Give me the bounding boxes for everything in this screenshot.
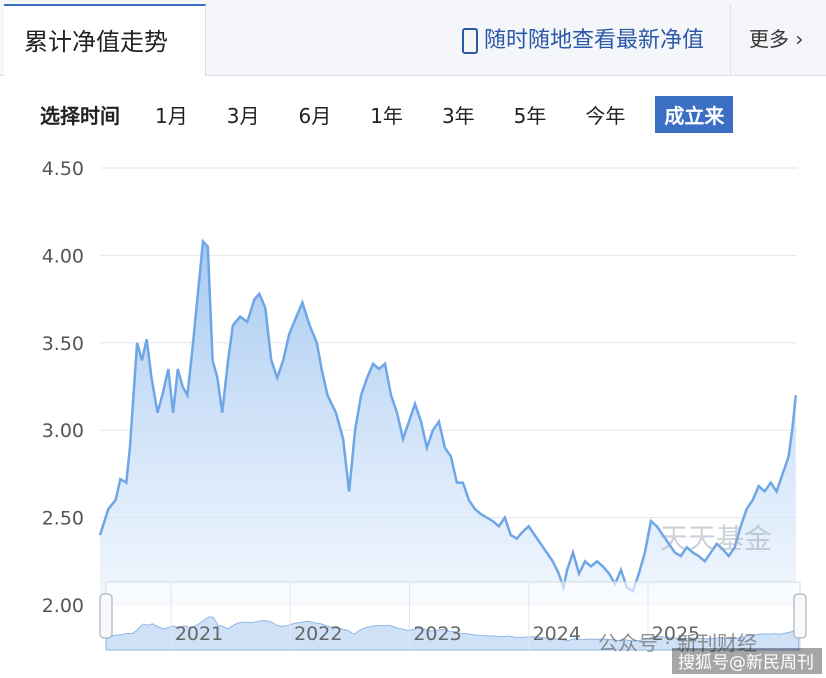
range-option[interactable]: 5年 [513,103,547,128]
watermark: 公众号 · 新刊财经 [598,631,757,655]
watermark: 搜狐号@新民周刊 [678,653,814,673]
range-label: 选择时间 [40,103,120,128]
tab[interactable]: 累计净值走势 [4,4,206,76]
x-tick-label: 2022 [294,623,342,645]
x-tick-label: 2024 [533,623,581,645]
range-option[interactable]: 1年 [370,103,403,128]
area [100,241,796,605]
y-tick-label: 3.50 [42,333,84,355]
y-tick-label: 4.00 [42,245,84,267]
x-tick-label: 2021 [175,623,223,645]
y-tick-label: 2.50 [42,508,84,530]
link-text: 随时随地查看最新净值 [484,28,705,53]
watermark-bg [672,648,822,674]
range-option[interactable]: 3月 [226,103,260,128]
y-tick-label: 3.00 [42,420,84,442]
navigator-area [105,616,800,651]
range-option[interactable]: 今年 [585,103,626,128]
app-link[interactable]: 随时随地查看最新净值 [462,22,704,54]
phone-icon [462,28,478,54]
x-tick-label: 2023 [413,623,461,645]
watermark: 天天基金 [660,522,772,555]
range-option[interactable]: 6月 [298,103,332,128]
more-text: 更多 [749,27,789,51]
range-option[interactable]: 3年 [441,103,475,128]
range-option[interactable]: 1月 [155,103,188,128]
header: 累计净值走势 随时随地查看最新净值 更多 › [0,0,826,76]
more-link[interactable]: 更多 › [730,4,826,75]
navigator-handle[interactable] [99,593,113,639]
line [98,238,798,593]
y-tick-label: 4.50 [42,158,84,180]
range-selector: 选择时间 1月 3月 6月 1年 3年 5年 今年 成立来 [40,95,754,133]
x-tick-label: 2025 [652,623,700,645]
range-option[interactable]: 成立来 [655,95,734,133]
y-tick-label: 2.00 [42,595,84,617]
navigator-handle[interactable] [793,593,807,639]
